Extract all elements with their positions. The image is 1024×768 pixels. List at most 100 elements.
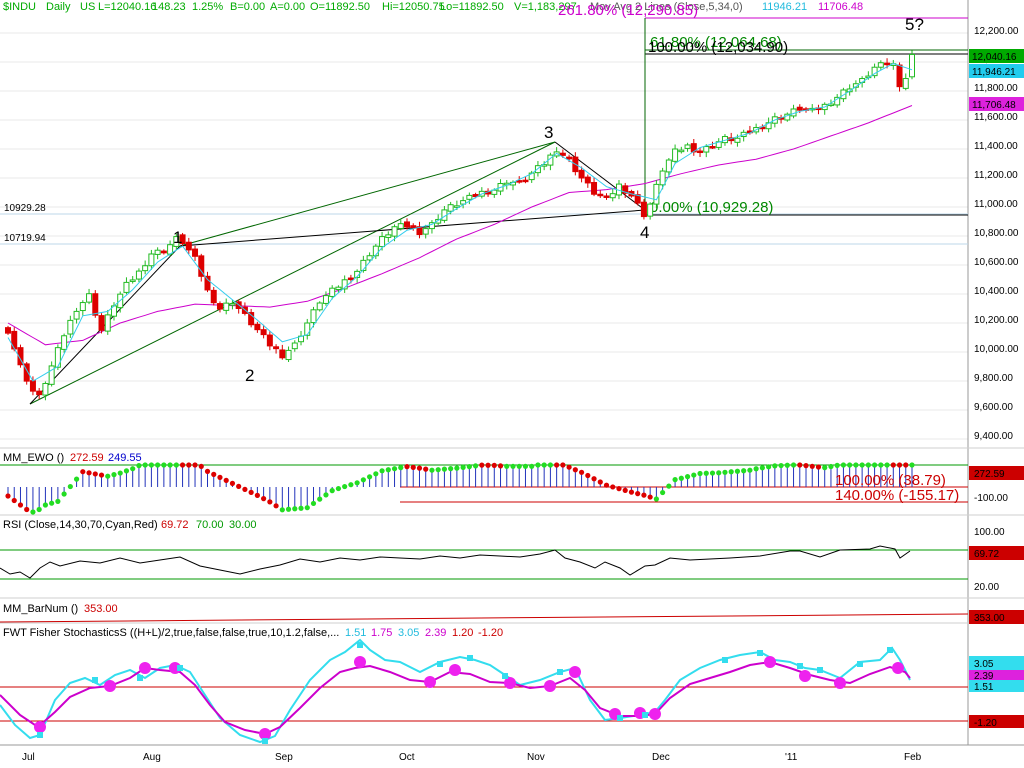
fisher-dot-cyan xyxy=(557,669,563,675)
wave-label-4: 4 xyxy=(640,223,649,242)
y-tick: 11,400.00 xyxy=(974,141,1018,152)
candle-body xyxy=(410,225,417,229)
ewo-dot xyxy=(479,462,485,468)
candle-body xyxy=(266,334,273,347)
ewo-dot xyxy=(304,505,310,511)
fisher-dot-magenta xyxy=(104,680,116,692)
candle-body xyxy=(341,279,348,290)
y-tick: 9,800.00 xyxy=(974,373,1013,384)
candle-body xyxy=(322,295,329,304)
ma-fast-polyline xyxy=(7,62,913,382)
candle-body xyxy=(223,302,230,311)
ewo-dot xyxy=(367,474,373,480)
ewo-panel[interactable]: MM_EWO () 272.59 249.55 100.00% (38.79) … xyxy=(0,452,1024,515)
price-tag-text: 12,040.16 xyxy=(972,52,1017,63)
ewo-dot xyxy=(192,462,198,468)
ewo-dot xyxy=(423,466,429,472)
candle-body xyxy=(522,179,529,183)
candle-body xyxy=(647,203,654,217)
ewo-dot xyxy=(784,462,790,468)
ewo-dot xyxy=(591,476,597,482)
ewo-dot xyxy=(840,462,847,468)
ewo-dot xyxy=(790,462,797,468)
candle-body xyxy=(491,189,498,195)
ma-fast-line xyxy=(7,62,913,382)
ewo-dot xyxy=(24,506,30,513)
fib-label-61: 61.80% (12,064.68) xyxy=(650,34,782,51)
ewo-dot xyxy=(285,506,292,512)
ewo-dot xyxy=(391,466,398,472)
fisher-tag-cyan-text: 3.05 xyxy=(974,659,994,670)
ewo-dot xyxy=(653,496,659,502)
fisher-val-3: 3.05 xyxy=(398,627,419,639)
candle-body xyxy=(154,249,161,255)
ewo-dot xyxy=(728,469,734,475)
candle-body xyxy=(198,255,205,277)
candle-body xyxy=(192,248,199,257)
y-tick: 11,000.00 xyxy=(974,199,1018,210)
candle-body xyxy=(86,293,93,303)
candle-body xyxy=(559,152,566,156)
ma-study-label: Mov Avg 2 Lines (Close,5,34,0) xyxy=(590,1,743,13)
ewo-dot xyxy=(329,488,335,494)
fisher-tag-low-text: 1.51 xyxy=(974,682,994,693)
ewo-dot xyxy=(747,467,753,473)
y-tick: 12,200.00 xyxy=(974,26,1019,37)
ewo-tick: -100.00 xyxy=(974,493,1008,504)
ewo-dot xyxy=(379,468,385,474)
ewo-dot xyxy=(460,464,466,470)
fisher-dot-cyan xyxy=(262,738,268,744)
barnum-title: MM_BarNum () xyxy=(3,603,78,615)
ewo-dot xyxy=(622,487,628,493)
ewo-dots xyxy=(5,462,915,515)
ewo-dot xyxy=(179,462,186,468)
rsi-panel[interactable]: RSI (Close,14,30,70,Cyan,Red) 69.72 70.0… xyxy=(0,519,1024,593)
fisher-panel[interactable]: FWT Fisher StochasticsS ((H+L)/2,true,fa… xyxy=(0,627,1024,744)
trendline-channel-lower xyxy=(29,141,556,405)
ma-fast-tag xyxy=(969,64,1024,78)
ewo-dot xyxy=(73,476,80,482)
fisher-tag-neg-text: -1.20 xyxy=(974,718,997,729)
candle-body xyxy=(329,287,336,297)
ewo-dot xyxy=(198,463,204,469)
ewo-dot xyxy=(429,467,435,473)
ewo-fib-label-100: 100.00% (38.79) xyxy=(835,472,946,489)
ewo-dot xyxy=(155,462,161,468)
ewo-dot xyxy=(535,462,541,468)
barnum-panel[interactable]: MM_BarNum () 353.00 353.00 xyxy=(0,603,1024,624)
candle-body xyxy=(784,113,791,121)
ewo-dot xyxy=(628,489,635,495)
ewo-dot xyxy=(136,463,142,469)
candle-body xyxy=(304,322,311,336)
ewo-dot xyxy=(11,497,17,504)
candle-body xyxy=(98,315,105,331)
candle-body xyxy=(566,156,573,160)
ewo-dot xyxy=(890,462,896,468)
ewo-dot xyxy=(660,489,666,496)
barnum-tag-text: 353.00 xyxy=(974,613,1005,624)
ewo-dot xyxy=(323,492,329,498)
ewo-dot xyxy=(61,491,67,497)
ewo-dot xyxy=(753,466,759,472)
ewo-dot xyxy=(641,492,647,498)
candle-body xyxy=(840,89,847,100)
price-panel[interactable]: $INDU Daily US L=12040.16 148.23 1.25% B… xyxy=(0,1,1024,442)
x-axis: Jul Aug Sep Oct Nov Dec '11 Feb xyxy=(22,752,922,763)
ewo-dot xyxy=(803,463,809,469)
ewo-dot xyxy=(766,464,772,470)
y-tick: 11,800.00 xyxy=(974,83,1018,94)
fib-label-100: 100.00% (12,034.90) xyxy=(648,39,788,56)
fisher-dots xyxy=(34,642,904,744)
candle-body xyxy=(553,151,560,157)
ewo-dot xyxy=(105,473,111,479)
ewo-dot xyxy=(248,489,254,495)
ewo-dot xyxy=(597,479,603,485)
candle-body xyxy=(179,234,186,245)
ewo-dot xyxy=(722,469,728,475)
fisher-dot-magenta xyxy=(34,721,46,733)
ewo-dot xyxy=(410,464,416,470)
ewo-dot xyxy=(878,462,884,468)
fisher-dot-magenta xyxy=(569,666,581,678)
ewo-val2: 249.55 xyxy=(108,452,142,464)
